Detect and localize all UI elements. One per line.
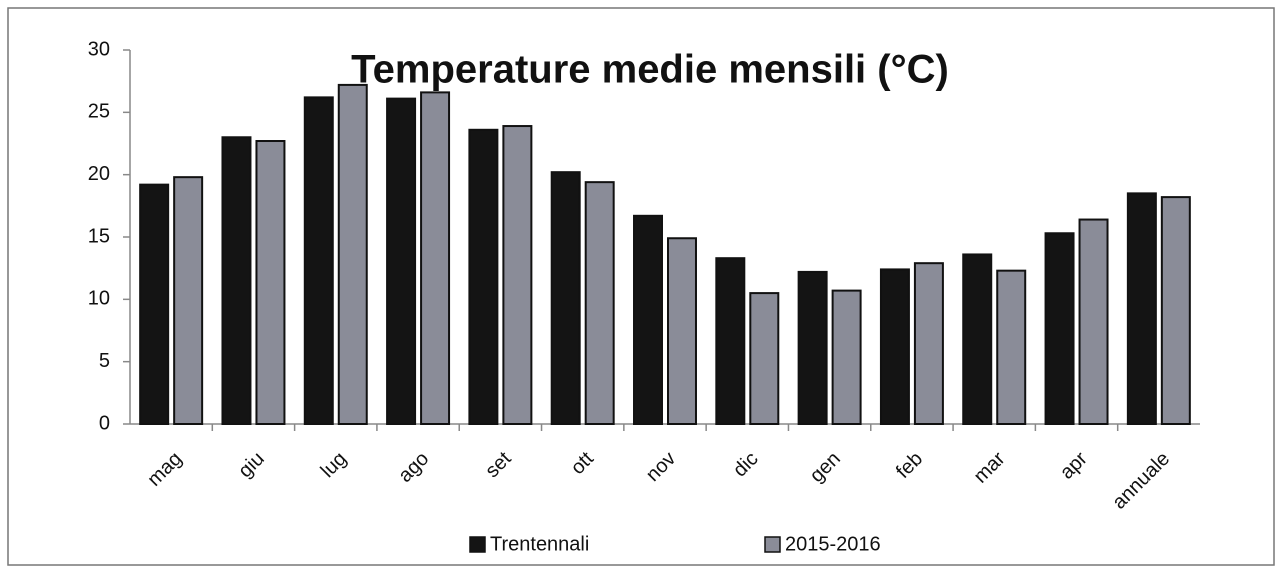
bar xyxy=(962,253,993,425)
bar xyxy=(1078,218,1109,425)
bar xyxy=(1044,232,1075,425)
bar xyxy=(797,270,828,426)
bar xyxy=(749,292,780,425)
legend-swatch xyxy=(764,536,781,553)
y-tick-label: 15 xyxy=(88,225,110,247)
bar xyxy=(303,96,334,426)
y-tick-label: 20 xyxy=(88,163,110,185)
legend-label: Trentennali xyxy=(490,533,589,555)
y-tick-label: 5 xyxy=(99,350,110,372)
legend-swatch xyxy=(469,536,486,553)
bar xyxy=(173,176,204,425)
bar xyxy=(139,183,170,425)
bar xyxy=(715,257,746,425)
bar xyxy=(221,136,252,425)
y-tick-label: 25 xyxy=(88,101,110,123)
bar xyxy=(831,289,862,425)
bar xyxy=(468,128,499,426)
bar xyxy=(584,181,615,425)
chart-title: Temperature medie mensili (°C) xyxy=(351,48,949,92)
bar xyxy=(502,125,533,426)
legend-label: 2015-2016 xyxy=(785,533,881,555)
bar xyxy=(633,214,663,425)
bar xyxy=(255,140,286,426)
bar xyxy=(386,97,417,426)
bar xyxy=(1126,192,1157,425)
bar xyxy=(667,237,697,425)
bar xyxy=(550,171,581,425)
bar xyxy=(337,83,368,425)
y-tick-label: 10 xyxy=(88,288,110,310)
bar xyxy=(420,91,451,426)
bar xyxy=(1160,196,1191,425)
bar xyxy=(996,269,1027,425)
bar xyxy=(913,262,944,425)
bar xyxy=(879,268,910,425)
y-tick-label: 30 xyxy=(88,38,110,60)
y-tick-label: 0 xyxy=(99,412,110,434)
